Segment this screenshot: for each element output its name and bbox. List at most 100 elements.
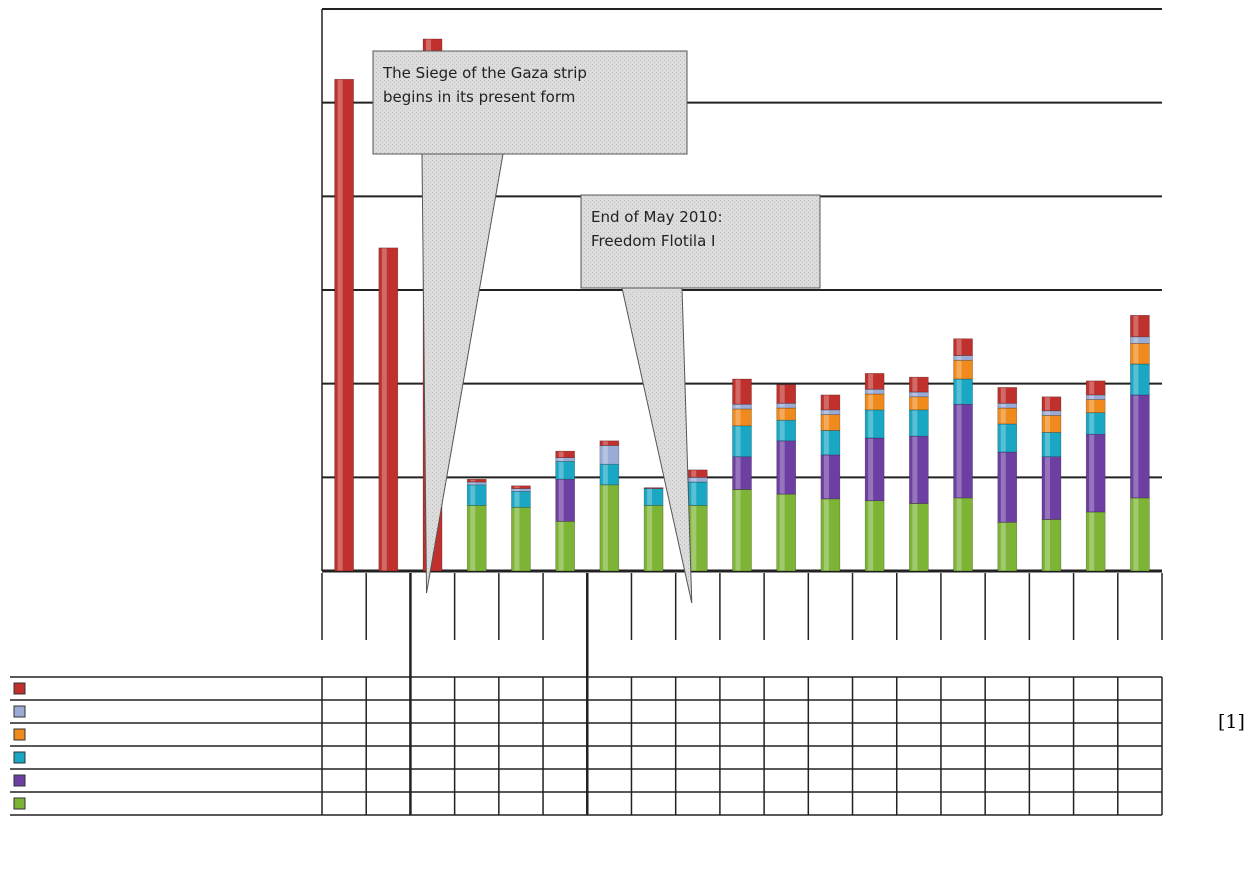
bar-segment (1130, 314, 1150, 338)
bar-highlight (602, 445, 608, 464)
bar-highlight (735, 490, 741, 571)
legend-swatch (13, 682, 26, 695)
bar-highlight (514, 507, 520, 571)
bar-segment (1085, 433, 1106, 513)
bar-highlight (1089, 381, 1095, 395)
bar-segment (1085, 394, 1106, 400)
bar-highlight (691, 482, 697, 505)
bar-segment (953, 338, 973, 356)
bar-segment (864, 373, 885, 390)
bar-highlight (1089, 434, 1095, 512)
bar-segment (909, 503, 929, 572)
bar-highlight (823, 410, 829, 415)
callout-pointer (421, 153, 504, 594)
bar-segment (466, 484, 487, 506)
bar-segment (820, 394, 841, 411)
legend-swatch (13, 751, 26, 764)
bar-segment (643, 487, 664, 489)
bar-highlight (381, 248, 387, 571)
bar-highlight (868, 389, 874, 394)
bar-segment (909, 376, 929, 393)
callouts: The Siege of the Gaza strip begins in its… (372, 50, 821, 604)
bar-segment (511, 491, 531, 508)
bar-segment (953, 378, 973, 405)
bar-segment (555, 461, 575, 480)
bar-segment (555, 457, 575, 462)
bar-segment (555, 478, 575, 522)
bar-segment (909, 396, 929, 411)
bar-segment (953, 355, 973, 361)
bar-segment (776, 384, 797, 404)
bar-highlight (1133, 315, 1139, 337)
bar-highlight (1044, 457, 1050, 519)
bar-segment (378, 247, 399, 572)
bar-segment (687, 481, 708, 506)
bar-segment (466, 478, 487, 483)
bar-highlight (956, 360, 962, 379)
bar-highlight (868, 501, 874, 571)
bar-segment (511, 485, 531, 489)
bar-highlight (558, 451, 564, 458)
bar-segment (1085, 412, 1106, 435)
bar-highlight (1089, 413, 1095, 434)
bar-segment (732, 425, 752, 458)
bar-segment (820, 430, 841, 456)
bar-highlight (602, 485, 608, 571)
bar-highlight (735, 404, 741, 409)
bar-highlight (602, 441, 608, 445)
legend-swatch (13, 705, 26, 718)
bar-segment (1085, 380, 1106, 396)
bar-highlight (470, 479, 476, 482)
bar-highlight (956, 498, 962, 571)
legend-swatch (13, 774, 26, 787)
bar-highlight (514, 486, 520, 489)
bar-highlight (956, 339, 962, 356)
bar-segment (909, 435, 929, 504)
bar-highlight (868, 410, 874, 438)
bar-highlight (823, 431, 829, 455)
bar-segment (953, 403, 973, 499)
bar-segment (820, 414, 841, 431)
bar-segment (466, 505, 487, 572)
bar-highlight (912, 436, 918, 504)
bar-highlight (1044, 397, 1050, 411)
callout-text: The Siege of the Gaza strip (382, 64, 587, 82)
bar-highlight (470, 485, 476, 505)
bar-highlight (956, 356, 962, 360)
bar-highlight (1000, 452, 1006, 522)
bar-highlight (558, 479, 564, 521)
bar-segment (1041, 415, 1062, 433)
bar-highlight (1000, 408, 1006, 424)
callout-text: End of May 2010: (591, 208, 723, 226)
bar-highlight (691, 477, 697, 482)
bar-segment (555, 450, 575, 458)
legend (13, 682, 26, 810)
bar-segment (776, 493, 797, 572)
bar-highlight (735, 379, 741, 404)
bar-segment (997, 521, 1018, 572)
bar-segment (555, 521, 575, 572)
bar-segment (687, 477, 708, 483)
bar-segment (466, 481, 487, 486)
bar-highlight (1089, 395, 1095, 400)
bar-segment (820, 454, 841, 500)
bar-highlight (823, 499, 829, 571)
bar-segment (334, 78, 354, 572)
bar-highlight (1000, 403, 1006, 408)
bar-segment (776, 419, 797, 442)
bar-highlight (1000, 424, 1006, 452)
bar-segment (864, 388, 885, 395)
bar-segment (732, 408, 752, 427)
bar-segment (820, 409, 841, 415)
legend-swatch (13, 728, 26, 741)
bar-segment (909, 391, 929, 398)
bar-segment (776, 403, 797, 409)
bar-segment (776, 440, 797, 495)
bar-highlight (735, 457, 741, 490)
bar-segment (687, 469, 708, 478)
bar-highlight (337, 79, 343, 571)
bar-segment (953, 497, 973, 572)
bar-highlight (1000, 387, 1006, 403)
bar-segment (732, 378, 752, 405)
